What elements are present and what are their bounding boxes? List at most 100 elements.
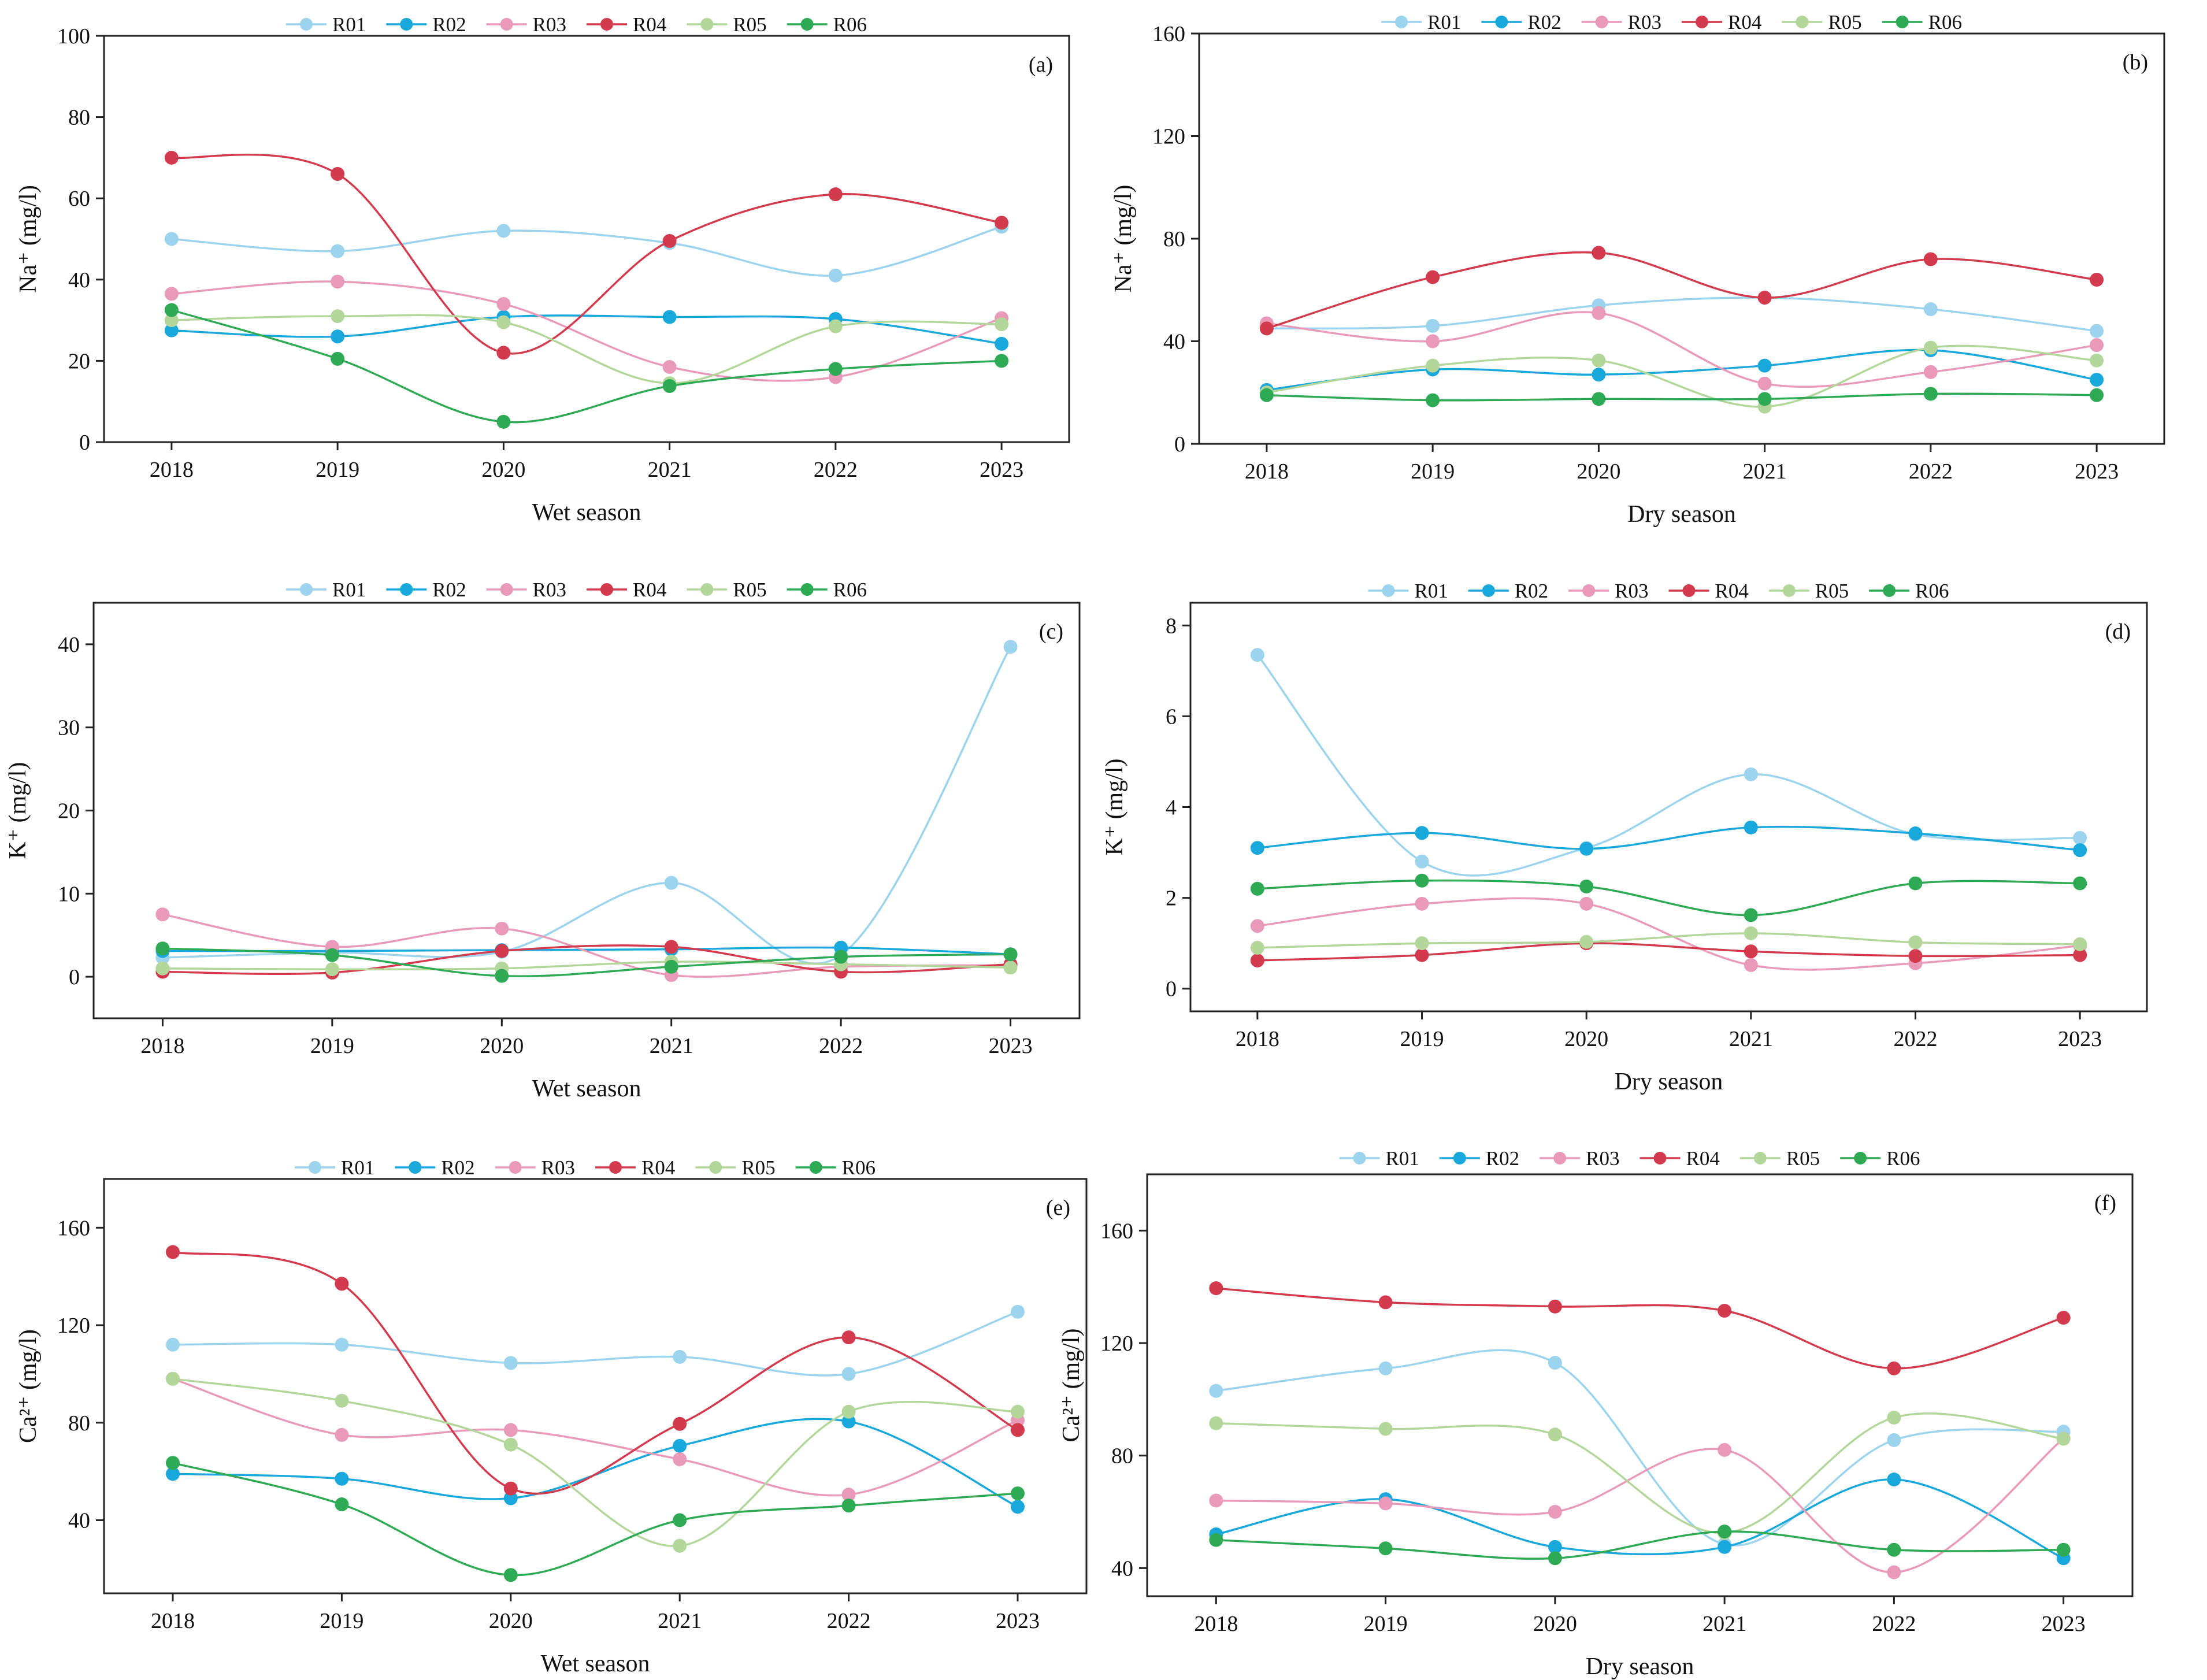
data-point-r03-2020: [1592, 306, 1606, 320]
series-line-r03: [1266, 311, 2097, 388]
legend-marker: [1595, 16, 1608, 28]
legend-marker: [1353, 1152, 1366, 1164]
series-line-r06: [1216, 1530, 2064, 1560]
y-tick-label: 120: [1100, 1332, 1133, 1356]
y-tick-label: 40: [68, 1508, 90, 1533]
data-point-r03-2019: [335, 1427, 349, 1442]
series-line-r03: [1216, 1438, 2064, 1574]
legend-marker: [700, 18, 714, 31]
data-point-r03-2018: [164, 287, 179, 301]
data-point-r06-2023: [2056, 1542, 2071, 1557]
data-point-r06-2019: [325, 948, 339, 962]
legend-item-r03: R03: [541, 1156, 575, 1179]
legend-marker: [1753, 1152, 1767, 1164]
x-tick-label: 2023: [2075, 459, 2119, 484]
series-line-r02: [1257, 825, 2080, 851]
series-line-r05: [1266, 344, 2097, 408]
x-tick-label: 2023: [996, 1609, 1040, 1633]
x-tick-label: 2021: [1702, 1612, 1746, 1636]
data-point-r01-2018: [166, 1337, 180, 1352]
x-tick-label: 2020: [1533, 1612, 1577, 1636]
data-point-r06-2021: [662, 379, 677, 393]
x-axis-label: Dry season: [1615, 1069, 1723, 1095]
x-tick-label: 2022: [1893, 1027, 1937, 1051]
panel-b: 0 40 80 120 160 2018 2019 2020 2021 2022 2023 Dry s…: [1110, 11, 2165, 528]
series-line-r05: [1216, 1412, 2064, 1534]
legend-item-r01: R01: [341, 1156, 374, 1179]
legend-marker: [500, 18, 513, 31]
data-point-r02-2018: [1250, 841, 1264, 855]
data-point-r03-2019: [331, 275, 345, 289]
y-axis-label: K⁺ (mg/l): [1101, 759, 1128, 856]
y-tick-label: 8: [1166, 614, 1177, 638]
data-point-r06-2018: [1259, 388, 1274, 402]
data-point-r03-2020: [1548, 1505, 1562, 1519]
data-point-r01-2023: [1011, 1304, 1025, 1319]
series-line-r02: [1215, 1478, 2064, 1559]
data-point-r04-2020: [1592, 246, 1606, 260]
legend-item-r05: R05: [733, 13, 766, 36]
x-tick-label: 2018: [140, 1034, 184, 1058]
x-tick-label: 2021: [650, 1034, 693, 1058]
legend-marker: [409, 1161, 422, 1174]
series-line-r03: [1257, 897, 2080, 971]
data-point-r04-2020: [496, 346, 511, 360]
series-line-r05: [162, 960, 1011, 971]
y-tick-label: 0: [69, 965, 80, 989]
x-tick-label: 2021: [658, 1609, 702, 1633]
x-tick-label: 2020: [489, 1609, 533, 1633]
data-point-r06-2020: [1548, 1551, 1562, 1566]
legend-marker: [1782, 584, 1796, 597]
data-point-r05-2020: [1592, 353, 1606, 368]
data-point-r05-2022: [841, 1404, 856, 1419]
legend-marker: [800, 583, 814, 596]
data-point-r06-2023: [2090, 388, 2104, 402]
data-point-r04-2022: [1908, 949, 1923, 963]
legend-marker: [1482, 584, 1495, 597]
legend-marker: [1582, 584, 1596, 597]
data-point-r06-2021: [664, 959, 678, 974]
legend-marker: [809, 1161, 822, 1174]
series-line-r03: [162, 913, 1011, 978]
data-point-r06-2023: [2073, 876, 2087, 891]
panel-label: (e): [1046, 1196, 1070, 1220]
legend-marker: [300, 18, 313, 31]
x-tick-label: 2018: [1194, 1612, 1238, 1636]
legend-marker: [1896, 16, 1909, 28]
data-point-r03-2021: [673, 1452, 687, 1467]
legend-marker: [1395, 16, 1408, 28]
data-point-r04-2019: [1378, 1295, 1393, 1310]
data-point-r02-2023: [1011, 1500, 1025, 1514]
legend-item-r06: R06: [842, 1156, 876, 1179]
x-tick-label: 2022: [814, 458, 858, 482]
series-line-r04: [1266, 251, 2097, 329]
series-line-r06: [1266, 392, 2097, 402]
data-point-r05-2022: [828, 319, 843, 333]
legend-item-r02: R02: [1515, 580, 1548, 602]
y-axis-label: Na⁺ (mg/l): [1110, 185, 1137, 293]
data-point-r01-2019: [1415, 854, 1429, 869]
data-point-r06-2018: [166, 1456, 180, 1470]
data-point-r02-2023: [995, 336, 1009, 351]
data-point-r06-2022: [1908, 876, 1923, 891]
y-axis-label: Na⁺ (mg/l): [15, 185, 42, 293]
data-point-r06-2018: [1250, 881, 1264, 896]
data-point-r06-2020: [496, 414, 511, 429]
legend-item-r04: R04: [1715, 580, 1749, 602]
data-point-r04-2018: [1259, 321, 1274, 336]
series-line-r04: [1257, 942, 2080, 962]
legend-marker: [1696, 16, 1708, 28]
legend-marker: [400, 583, 413, 596]
legend-marker: [1796, 16, 1809, 28]
data-point-r03-2021: [1744, 958, 1758, 972]
y-tick-label: 40: [1111, 1556, 1133, 1581]
x-tick-label: 2018: [151, 1609, 195, 1633]
x-tick-label: 2018: [150, 458, 194, 482]
data-point-r04-2022: [841, 1330, 856, 1345]
data-point-r04-2020: [503, 1481, 518, 1496]
y-tick-label: 30: [58, 716, 80, 740]
data-point-r01-2019: [1426, 318, 1440, 333]
data-point-r06-2018: [155, 941, 170, 956]
series-line-r03: [172, 1378, 1018, 1497]
legend-item-r02: R02: [441, 1156, 474, 1179]
